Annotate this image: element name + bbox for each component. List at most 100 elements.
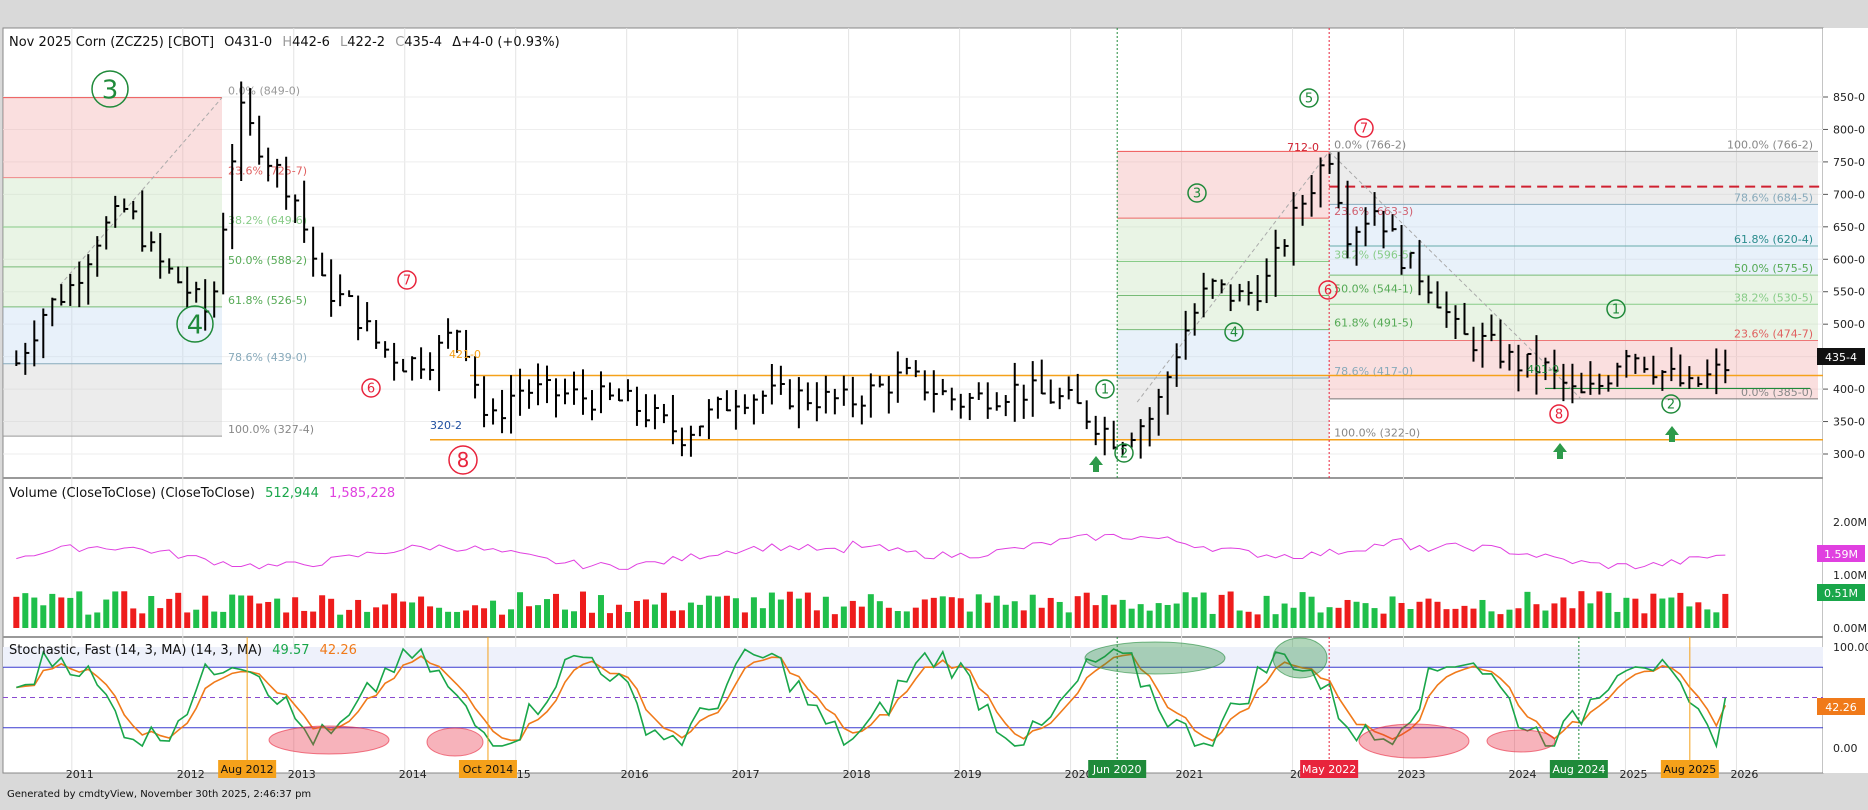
fib-zone [1329, 304, 1818, 341]
volume-bar [795, 598, 802, 628]
year-label: 2017 [732, 768, 760, 781]
axis-label: 650-0 [1833, 221, 1865, 234]
wave-7-label: 7 [1360, 122, 1368, 137]
volume-bar [1695, 602, 1702, 628]
date-marker-badge [1660, 760, 1719, 778]
volume-bar [1128, 608, 1135, 628]
fib-label: 38.2% (649-6) [228, 214, 307, 227]
fib-label: 38.2% (596-5) [1334, 248, 1413, 261]
fib-label: 50.0% (588-2) [228, 254, 307, 267]
wave-2-label: 2 [1120, 447, 1128, 462]
volume-bar [1191, 597, 1198, 628]
volume-bar [157, 608, 164, 628]
volume-bar [705, 595, 712, 628]
volume-bar [1254, 614, 1261, 628]
date-marker-badge [1300, 760, 1359, 778]
volume-bar [355, 599, 362, 628]
volume-bar [1659, 598, 1666, 628]
volume-bar [1668, 597, 1675, 628]
volume-bar [1083, 592, 1090, 628]
volume-bar [337, 614, 344, 628]
wave-1-label-circle [1095, 379, 1115, 399]
volume-bar [472, 605, 479, 628]
volume-bar [1119, 599, 1126, 628]
volume-bar [1344, 599, 1351, 628]
up-arrow-icon [1089, 456, 1103, 472]
fib-label: 61.8% (526-5) [228, 294, 307, 307]
year-label: 2014 [399, 768, 427, 781]
wave-8-label-circle [1549, 404, 1569, 424]
fib-zone [1117, 295, 1330, 330]
volume-bar [1578, 591, 1585, 628]
volume-bar [1623, 597, 1630, 628]
volume-bar [696, 604, 703, 628]
volume-bar [1020, 610, 1027, 628]
volume-bar [1263, 595, 1270, 628]
volume-bar [1632, 598, 1639, 628]
fib-zone [1329, 204, 1818, 246]
volume-bar [1434, 601, 1441, 628]
wave-6-label: 6 [1324, 284, 1332, 299]
volume-bar [804, 592, 811, 628]
volume-bar [1614, 611, 1621, 628]
volume-bar [400, 601, 407, 628]
wave-2-label-circle [1661, 394, 1681, 414]
volume-bar [22, 593, 29, 628]
up-arrow-icon [1553, 443, 1567, 459]
volume-bar [1038, 607, 1045, 628]
volume-bar [921, 599, 928, 628]
fib-label: 100.0% (766-2) [1727, 138, 1813, 151]
volume-bar [256, 603, 263, 628]
volume-bar [445, 611, 452, 628]
fib-zone [3, 266, 222, 307]
volume-bar [642, 599, 649, 628]
volume-bar [840, 606, 847, 628]
volume-bar [777, 599, 784, 628]
volume-bar [130, 608, 137, 628]
volume-bar [867, 594, 874, 628]
fib-label: 50.0% (544-1) [1334, 283, 1413, 296]
year-label: 2024 [1508, 768, 1536, 781]
axis-label: 500-0 [1833, 318, 1865, 331]
axis-label: 850-0 [1833, 91, 1865, 104]
fib-zone [3, 363, 222, 437]
volume-bar [247, 595, 254, 628]
volume-bar [301, 610, 308, 628]
fib-zone [1329, 151, 1818, 205]
volume-bar [220, 611, 227, 628]
volume-bar [1533, 604, 1540, 628]
volume-bar [1515, 608, 1522, 628]
wave-annotations: 3 4 6 7 8 1 2 3 4 5 6 7 8 1 2 421-0 320-2 712-0 401-0 [91, 70, 1681, 475]
axis-label: 1.00M [1833, 569, 1867, 582]
level-label: 401-0 [1527, 363, 1559, 376]
volume-bar [76, 591, 83, 628]
year-label: 2016 [621, 768, 649, 781]
volume-bar [103, 599, 110, 628]
volume-bar [1605, 592, 1612, 628]
volume-bar [229, 594, 236, 628]
badge-label: 42.26 [1825, 701, 1857, 714]
stoch-d-line [16, 653, 1727, 742]
volume-bar [912, 607, 919, 628]
volume-bar [211, 611, 218, 628]
volume-bar [1236, 610, 1243, 628]
volume-bar [184, 612, 191, 628]
volume-bar [939, 596, 946, 628]
highlight-ellipse [268, 725, 390, 755]
volume-bar [517, 592, 524, 628]
year-label: 2012 [177, 768, 205, 781]
volume-bar [1074, 596, 1081, 628]
wave-7-label-circle [1354, 118, 1374, 138]
volume-bar [1308, 596, 1315, 628]
volume-bar [49, 593, 56, 628]
fib-label: 38.2% (530-5) [1734, 291, 1813, 304]
volume-bar [1542, 610, 1549, 628]
stochastic-lines [3, 637, 1823, 759]
volume-bar [1650, 593, 1657, 628]
volume-bar [597, 595, 604, 628]
volume-bar [1182, 592, 1189, 628]
volume-bar [1479, 599, 1486, 628]
badge-label: 1.59M [1824, 548, 1858, 561]
volume-bar [139, 613, 146, 628]
volume-bar [1641, 613, 1648, 628]
